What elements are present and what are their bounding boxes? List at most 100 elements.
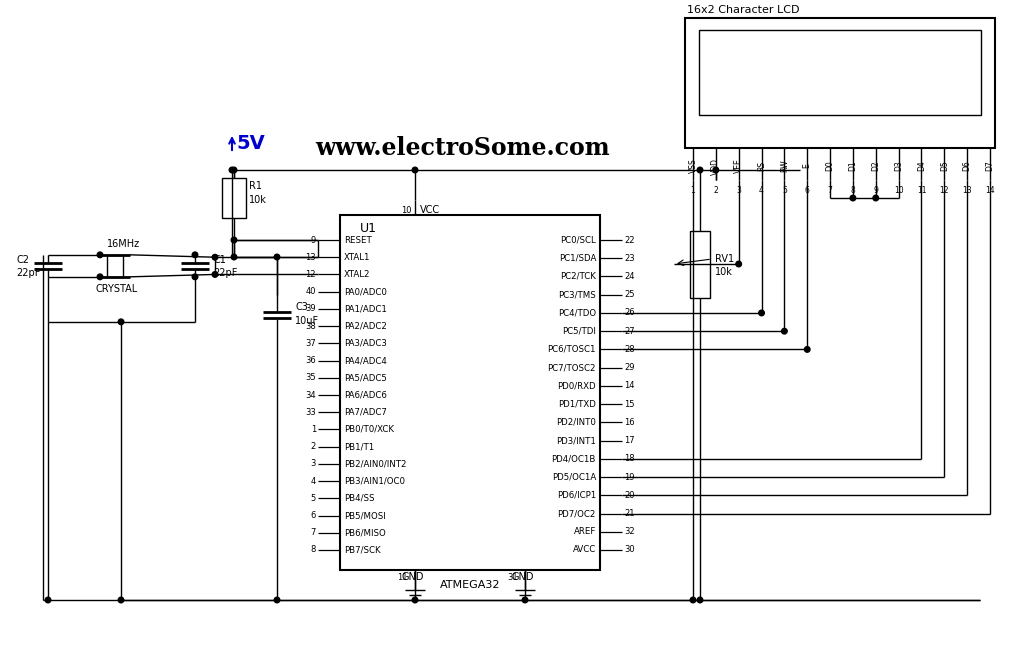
Text: XTAL2: XTAL2 (344, 270, 371, 279)
Circle shape (45, 597, 51, 603)
Text: VDD: VDD (712, 158, 720, 174)
Text: 1: 1 (310, 425, 316, 434)
Circle shape (413, 597, 418, 603)
Text: AVCC: AVCC (572, 545, 596, 554)
Text: 5: 5 (782, 186, 786, 195)
Text: 37: 37 (305, 339, 316, 348)
Text: 25: 25 (624, 290, 635, 299)
Circle shape (193, 274, 198, 280)
Text: 7: 7 (310, 528, 316, 537)
Text: PA7/ADC7: PA7/ADC7 (344, 408, 387, 417)
Text: 16: 16 (624, 418, 635, 427)
Text: 4: 4 (310, 477, 316, 486)
Text: PB2/AIN0/INT2: PB2/AIN0/INT2 (344, 459, 407, 468)
Text: PC2/TCK: PC2/TCK (560, 272, 596, 281)
Circle shape (212, 272, 218, 277)
Text: PB0/T0/XCK: PB0/T0/XCK (344, 425, 394, 434)
Text: D0: D0 (825, 161, 835, 171)
Text: 10k: 10k (715, 267, 733, 277)
Text: D2: D2 (871, 161, 881, 171)
Circle shape (713, 167, 719, 172)
Text: PD4/OC1B: PD4/OC1B (552, 454, 596, 463)
Text: XTAL1: XTAL1 (344, 253, 371, 262)
Text: 36: 36 (305, 356, 316, 365)
Bar (340, 215, 600, 570)
Text: 31: 31 (507, 572, 517, 581)
Text: 13: 13 (963, 186, 972, 195)
Text: C2: C2 (16, 255, 29, 265)
Text: PC6/TOSC1: PC6/TOSC1 (548, 345, 596, 354)
Text: D7: D7 (985, 161, 994, 171)
Text: PC0/SCL: PC0/SCL (560, 236, 596, 244)
Text: PA5/ADC5: PA5/ADC5 (344, 373, 387, 382)
Text: 9: 9 (873, 186, 879, 195)
Circle shape (759, 310, 764, 316)
Text: 29: 29 (624, 363, 635, 372)
Text: PC5/TDI: PC5/TDI (562, 327, 596, 336)
Text: 21: 21 (624, 509, 635, 518)
Text: 17: 17 (624, 436, 635, 445)
Text: PC7/TOSC2: PC7/TOSC2 (548, 363, 596, 372)
Circle shape (805, 347, 810, 352)
Circle shape (522, 597, 527, 603)
Circle shape (231, 237, 237, 243)
Text: 6: 6 (805, 186, 810, 195)
Text: 33: 33 (305, 408, 316, 417)
Text: PB5/MOSI: PB5/MOSI (344, 511, 386, 520)
Text: 15: 15 (624, 400, 635, 409)
Text: PA4/ADC4: PA4/ADC4 (344, 356, 387, 365)
Text: 22: 22 (624, 236, 635, 244)
Text: RV1: RV1 (715, 254, 734, 264)
Bar (685, 18, 995, 148)
Text: RS: RS (757, 161, 766, 171)
Text: R1: R1 (249, 181, 262, 191)
Text: 22pF: 22pF (16, 268, 40, 278)
Text: PB6/MISO: PB6/MISO (344, 528, 386, 537)
Text: U1: U1 (360, 222, 377, 234)
Text: 8: 8 (310, 545, 316, 554)
Circle shape (690, 597, 695, 603)
Text: VEE: VEE (734, 159, 743, 173)
Text: PA6/ADC6: PA6/ADC6 (344, 390, 387, 399)
Circle shape (118, 597, 124, 603)
Text: CRYSTAL: CRYSTAL (95, 284, 137, 294)
Text: 5V: 5V (236, 134, 265, 152)
Text: PB4/SS: PB4/SS (344, 494, 375, 503)
Text: 35: 35 (305, 373, 316, 382)
Bar (690, 231, 710, 298)
Text: PA2/ADC2: PA2/ADC2 (344, 322, 387, 331)
Circle shape (193, 252, 198, 258)
Circle shape (850, 195, 856, 201)
Text: PD2/INT0: PD2/INT0 (556, 418, 596, 427)
Text: 10: 10 (894, 186, 903, 195)
Circle shape (697, 167, 702, 172)
Text: 4: 4 (759, 186, 764, 195)
Text: 24: 24 (624, 272, 635, 281)
Text: 32: 32 (624, 527, 635, 536)
Text: PD0/RXD: PD0/RXD (557, 381, 596, 390)
Text: 13: 13 (305, 253, 316, 262)
Circle shape (274, 597, 280, 603)
Text: 3: 3 (736, 186, 741, 195)
Circle shape (413, 167, 418, 172)
Text: 14: 14 (985, 186, 994, 195)
Circle shape (736, 261, 741, 267)
Text: 6: 6 (310, 511, 316, 520)
Text: VCC: VCC (420, 205, 440, 215)
Circle shape (781, 328, 787, 334)
Text: PC3/TMS: PC3/TMS (558, 290, 596, 299)
Text: 14: 14 (624, 381, 635, 390)
Text: GND: GND (401, 572, 424, 582)
Text: 3: 3 (310, 459, 316, 468)
Text: 39: 39 (305, 304, 316, 313)
Text: PD6/ICP1: PD6/ICP1 (557, 491, 596, 500)
Text: PB1/T1: PB1/T1 (344, 442, 374, 451)
Text: PD1/TXD: PD1/TXD (558, 400, 596, 409)
Text: PA1/ADC1: PA1/ADC1 (344, 304, 387, 313)
Text: 9: 9 (310, 236, 316, 244)
Text: 30: 30 (624, 545, 635, 554)
Text: 40: 40 (305, 287, 316, 296)
Circle shape (231, 254, 237, 260)
Text: 18: 18 (624, 454, 635, 463)
Text: 2: 2 (310, 442, 316, 451)
